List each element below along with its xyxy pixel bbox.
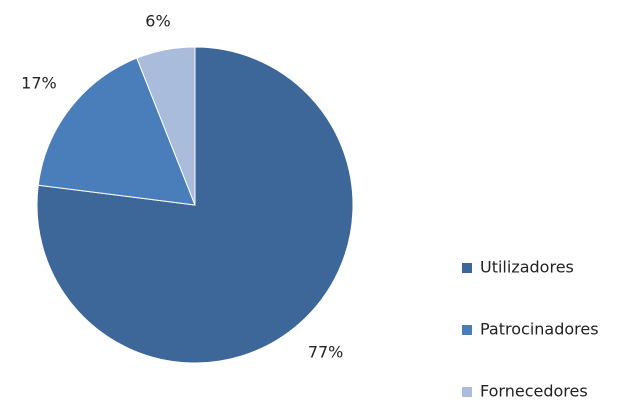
data-label: 77% <box>308 343 344 362</box>
pie-slice <box>37 57 196 206</box>
legend-label: Utilizadores <box>480 258 574 277</box>
data-label: 6% <box>145 12 170 31</box>
legend-swatch <box>462 387 472 397</box>
legend-label: Fornecedores <box>480 382 588 401</box>
legend-swatch <box>462 325 472 335</box>
pie-slice <box>136 46 196 206</box>
legend-swatch <box>462 263 472 273</box>
pie-slice <box>36 46 354 364</box>
data-label: 17% <box>21 73 57 92</box>
legend-label: Patrocinadores <box>480 320 599 339</box>
